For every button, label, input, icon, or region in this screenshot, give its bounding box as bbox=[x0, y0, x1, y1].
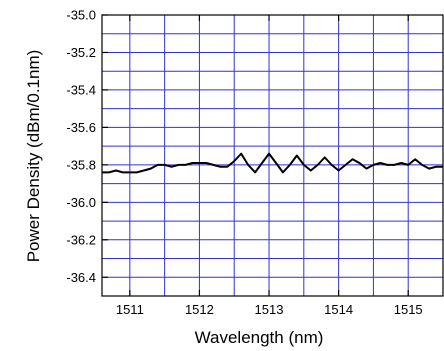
y-tick-label: -36.2 bbox=[66, 232, 96, 247]
y-tick-label: -36.0 bbox=[66, 195, 96, 210]
series-line bbox=[102, 152, 443, 174]
x-tick-label: 1514 bbox=[324, 302, 353, 317]
plot-frame bbox=[101, 14, 444, 297]
y-tick-label: -35.8 bbox=[66, 157, 96, 172]
y-tick-label: -36.4 bbox=[66, 270, 96, 285]
y-axis-title: Power Density (dBm/0.1nm) bbox=[24, 50, 43, 263]
x-tick-label: 1515 bbox=[394, 302, 423, 317]
y-tick-label: -35.0 bbox=[66, 8, 96, 23]
x-tick-label: 1511 bbox=[116, 302, 144, 317]
y-axis-ticks: -35.0 -35.2 -35.4 -35.6 -35.8 -36.0 -36.2 -36.4 bbox=[66, 8, 108, 285]
data-series bbox=[102, 152, 443, 174]
y-tick-label: -35.2 bbox=[66, 45, 96, 60]
grid bbox=[102, 15, 443, 296]
x-tick-label: 1513 bbox=[255, 302, 284, 317]
x-tick-label: 1512 bbox=[185, 302, 214, 317]
plot-border bbox=[101, 14, 444, 297]
y-tick-label: -35.6 bbox=[66, 120, 96, 135]
x-axis-ticks: 1511 1512 1513 1514 1515 bbox=[116, 15, 423, 317]
y-tick-label: -35.4 bbox=[66, 82, 96, 97]
x-axis-title: Wavelength (nm) bbox=[195, 328, 324, 347]
